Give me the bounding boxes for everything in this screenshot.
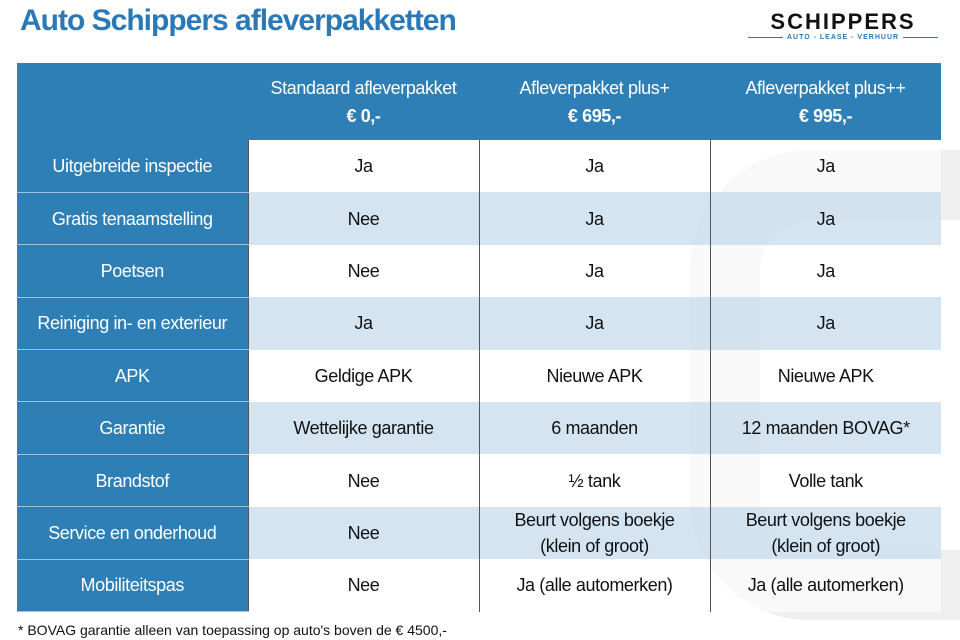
table-cell: Ja (478, 192, 710, 245)
row-label: Uitgebreide inspectie (17, 140, 248, 193)
table-row: Reiniging in- en exterieur Ja Ja Ja (17, 297, 941, 351)
table-cell: Nee (247, 506, 479, 560)
column-header: Afleverpakket plus++ € 995,- (710, 63, 941, 140)
table-cell: Nieuwe APK (709, 349, 941, 402)
table-cell: Ja (247, 140, 479, 193)
column-header: Afleverpakket plus+ € 695,- (479, 63, 710, 140)
table-row: Uitgebreide inspectie Ja Ja Ja (17, 140, 941, 193)
table-cell: Nieuwe APK (478, 349, 710, 402)
table-cell: Ja (478, 297, 710, 350)
row-label: Garantie (17, 401, 248, 455)
logo: SCHIPPERS AUTO - LEASE - VERHUUR (748, 9, 939, 41)
table-cell: Beurt volgens boekje (klein of groot) (478, 506, 710, 560)
table-row: Mobiliteitspas Nee Ja (alle automerken) Ja … (17, 559, 941, 613)
table-cell: Beurt volgens boekje (klein of groot) (709, 506, 941, 560)
table-cell: Ja (alle automerken) (709, 559, 941, 612)
row-label: APK (17, 349, 248, 403)
table-row: Garantie Wettelijke garantie 6 maanden 12 m… (17, 401, 941, 455)
row-label: Reiniging in- en exterieur (17, 297, 248, 351)
table-cell: Volle tank (709, 454, 941, 507)
table-cell: Geldige APK (247, 349, 479, 402)
row-label: Poetsen (17, 244, 248, 298)
row-label: Service en onderhoud (17, 506, 248, 560)
table-cell: Ja (709, 244, 941, 298)
table-cell: Wettelijke garantie (247, 401, 479, 455)
table-cell: Nee (247, 244, 479, 298)
table-cell: Ja (478, 140, 710, 193)
table-row: APK Geldige APK Nieuwe APK Nieuwe APK (17, 349, 941, 403)
table-header: Standaard afleverpakket € 0,- Afleverpakk… (17, 63, 941, 140)
footnote: * BOVAG garantie alleen van toepassing o… (18, 622, 447, 638)
row-label: Gratis tenaamstelling (17, 192, 248, 246)
table-row: Brandstof Nee ½ tank Volle tank (17, 454, 941, 508)
table-row: Poetsen Nee Ja Ja (17, 244, 941, 298)
row-label: Mobiliteitspas (17, 559, 248, 613)
logo-main: SCHIPPERS (770, 9, 916, 34)
table-cell: Nee (247, 559, 479, 612)
table-row: Gratis tenaamstelling Nee Ja Ja (17, 192, 941, 246)
row-label: Brandstof (17, 454, 248, 508)
table-cell: Ja (478, 244, 710, 298)
package-comparison-table: Standaard afleverpakket € 0,- Afleverpakk… (17, 63, 941, 613)
table-cell: ½ tank (478, 454, 710, 507)
page-title: Auto Schippers afleverpakketten (20, 4, 457, 37)
table-cell: 12 maanden BOVAG* (709, 401, 941, 455)
logo-sub: AUTO - LEASE - VERHUUR (786, 34, 900, 41)
table-cell: Ja (alle automerken) (478, 559, 710, 612)
header-empty (17, 63, 248, 140)
table-cell: Nee (247, 192, 479, 245)
table-cell: Ja (247, 297, 479, 350)
column-header: Standaard afleverpakket € 0,- (248, 63, 479, 140)
table-cell: 6 maanden (478, 401, 710, 455)
table-row: Service en onderhoud Nee Beurt volgens boe… (17, 506, 941, 560)
table-cell: Ja (709, 297, 941, 350)
table-cell: Ja (709, 140, 941, 193)
table-cell: Nee (247, 454, 479, 507)
table-cell: Ja (709, 192, 941, 245)
